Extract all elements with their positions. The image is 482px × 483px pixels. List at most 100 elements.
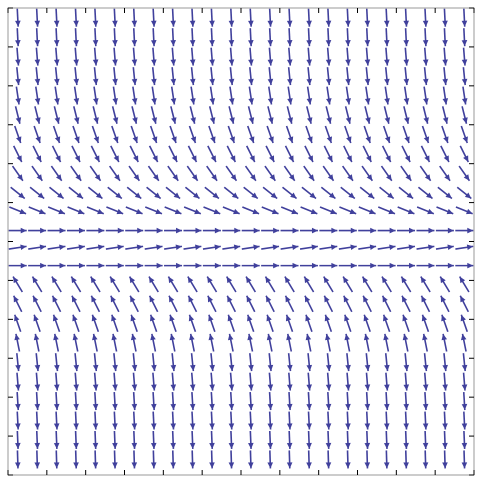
arrow (397, 262, 416, 269)
arrow (323, 276, 334, 293)
arrow (325, 333, 331, 352)
arrow-head (345, 78, 351, 86)
arrow-head (384, 78, 390, 86)
arrow-head (94, 174, 101, 181)
arrow (320, 186, 336, 200)
arrow-head (53, 423, 60, 430)
arrow-head (171, 136, 177, 143)
arrow-head (112, 364, 118, 372)
arrow-head (331, 262, 338, 269)
arrow (28, 244, 47, 251)
arrow (455, 244, 474, 251)
arrow (286, 8, 293, 27)
arrow-head (326, 98, 332, 105)
arrow-head (292, 227, 299, 234)
arrow-head (288, 155, 294, 162)
arrow-head (403, 364, 410, 372)
arrow (364, 411, 371, 430)
arrow (323, 145, 334, 163)
arrow-head (247, 333, 253, 341)
arrow (442, 86, 449, 105)
arrow-head (130, 333, 137, 341)
arrow-head (170, 403, 177, 411)
arrow-head (461, 20, 468, 27)
arrow-head (442, 384, 448, 391)
arrow (435, 262, 454, 269)
arrow-head (15, 78, 21, 86)
arrow-head (173, 192, 181, 199)
arrow (459, 145, 470, 163)
arrow (131, 353, 138, 372)
arrow-head (112, 423, 118, 430)
arrow (286, 106, 293, 124)
arrow (209, 86, 216, 105)
arrow (14, 450, 21, 469)
arrow (301, 186, 317, 200)
arrow-head (290, 192, 297, 199)
arrow-head (442, 98, 449, 105)
arrow-head (112, 117, 119, 124)
arrow (144, 206, 163, 215)
arrow-head (364, 78, 371, 86)
arrow (442, 450, 448, 469)
arrow (228, 411, 235, 430)
arrow (189, 353, 196, 372)
arrow-head (20, 262, 27, 269)
arrow (151, 86, 157, 105)
arrow-head (72, 314, 78, 322)
arrow (455, 262, 474, 269)
arrow-head (170, 442, 176, 449)
arrow-head (265, 276, 271, 284)
arrow-head (34, 423, 41, 430)
arrow (248, 392, 254, 411)
arrow-head (150, 40, 157, 47)
arrow-head (328, 192, 336, 199)
arrow (47, 227, 66, 234)
arrow-head (169, 333, 176, 341)
arrow (300, 206, 318, 215)
arrow (403, 353, 410, 372)
arrow (53, 392, 60, 411)
arrow-head (388, 208, 395, 215)
arrow-head (195, 227, 202, 234)
arrow-head (228, 442, 235, 449)
arrow (247, 106, 255, 124)
arrow (381, 145, 392, 163)
arrow-head (150, 442, 157, 449)
arrow-head (409, 227, 416, 234)
arrow-head (252, 208, 260, 215)
arrow (28, 227, 47, 234)
arrow-head (466, 208, 473, 215)
arrow-head (208, 333, 215, 341)
arrow-head (268, 155, 275, 162)
arrow (341, 165, 354, 182)
arrow-head (212, 192, 219, 199)
arrow (92, 353, 99, 372)
arrow-head (347, 174, 353, 181)
arrow-head (291, 208, 298, 215)
arrow (34, 67, 41, 86)
arrow-head (422, 333, 428, 341)
arrow-head (34, 78, 41, 86)
arrow-head (345, 40, 351, 47)
arrow-head (467, 227, 474, 234)
arrow-head (131, 20, 138, 27)
arrow (422, 411, 429, 430)
arrow (461, 372, 468, 391)
arrow-head (286, 40, 293, 47)
arrow-head (111, 333, 117, 341)
arrow-head (189, 20, 196, 27)
arrow-head (442, 59, 448, 66)
arrow-head (15, 20, 21, 27)
arrow (422, 8, 429, 27)
arrow (150, 28, 157, 47)
arrow-head (325, 59, 332, 66)
arrow-head (384, 384, 390, 391)
arrow (422, 28, 429, 47)
arrow (130, 125, 138, 144)
arrow-head (389, 262, 396, 269)
arrow (246, 314, 255, 332)
arrow-head (421, 314, 428, 322)
arrow-head (98, 262, 105, 269)
arrow-head (233, 244, 241, 251)
